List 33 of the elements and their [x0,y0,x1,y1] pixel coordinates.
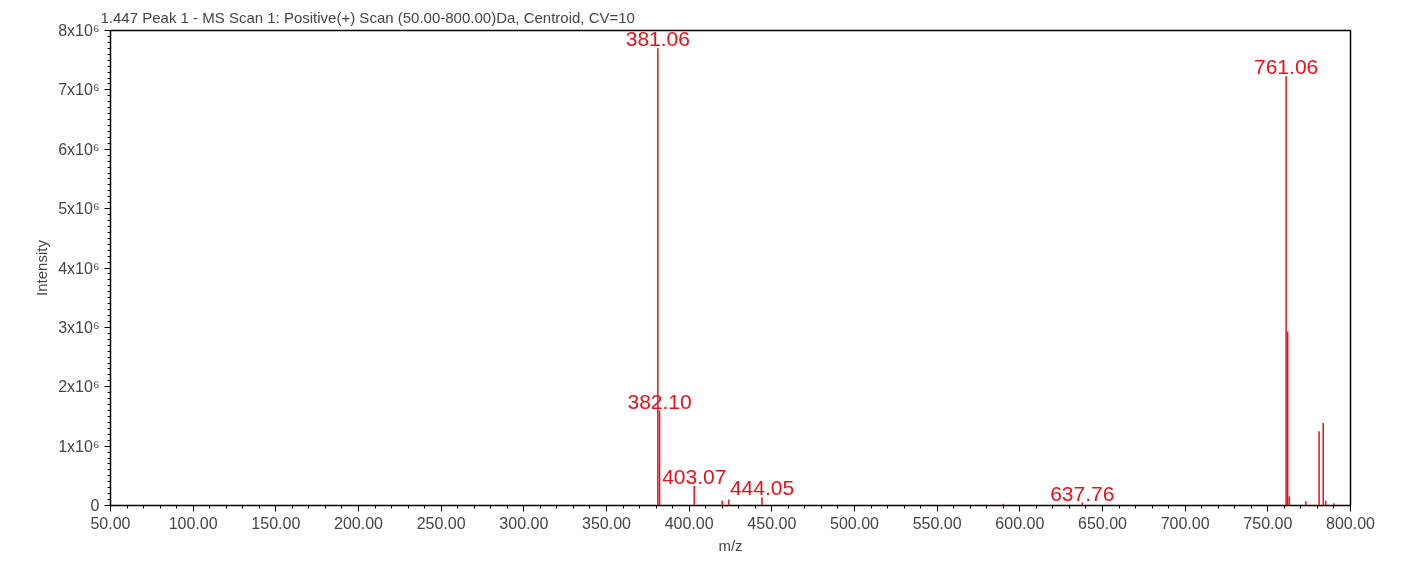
y-tick-label: 0 [90,497,100,514]
annotation: 403.07 [662,464,727,488]
x-tick-label: 200.00 [334,514,384,532]
annotation: 444.05 [729,476,795,500]
y-tick-label: 4x10⁶ [58,259,100,277]
x-tick-label: 50.00 [90,514,131,532]
chart-title: 1.447 Peak 1 - MS Scan 1: Positive(+) Scan (50.00-800.00)Da, Centroid, CV=10 [100,8,635,26]
y-tick-label: 8x10⁶ [58,22,100,39]
x-tick-label: 600.00 [995,514,1045,532]
y-tick-label: 2x10⁶ [58,378,100,396]
y-tick-label: 5x10⁶ [58,200,100,218]
y-tick-label: 3x10⁶ [58,318,100,336]
x-tick-label: 100.00 [168,514,218,532]
x-axis-title: m/z [718,536,743,554]
annotation: 761.06 [1254,55,1319,79]
y-axis-title: Intensity [33,239,51,296]
x-tick-label: 300.00 [499,514,549,532]
x-tick-label: 150.00 [251,514,301,532]
x-tick-label: 350.00 [582,514,632,532]
annotation: 381.06 [625,27,690,51]
x-tick-label: 450.00 [747,514,797,532]
x-tick-label: 750.00 [1243,514,1293,532]
y-tick-label: 1x10⁶ [58,437,100,455]
x-tick-label: 800.00 [1326,514,1376,532]
x-tick-label: 700.00 [1160,514,1210,532]
x-tick-label: 550.00 [912,514,962,532]
x-tick-label: 400.00 [664,514,714,532]
y-tick-label: 6x10⁶ [58,140,100,158]
y-tick-label: 7x10⁶ [58,81,100,99]
x-tick-label: 650.00 [1078,514,1128,532]
annotation: 637.76 [1050,481,1115,505]
x-tick-label: 500.00 [830,514,880,532]
x-tick-label: 250.00 [416,514,466,532]
